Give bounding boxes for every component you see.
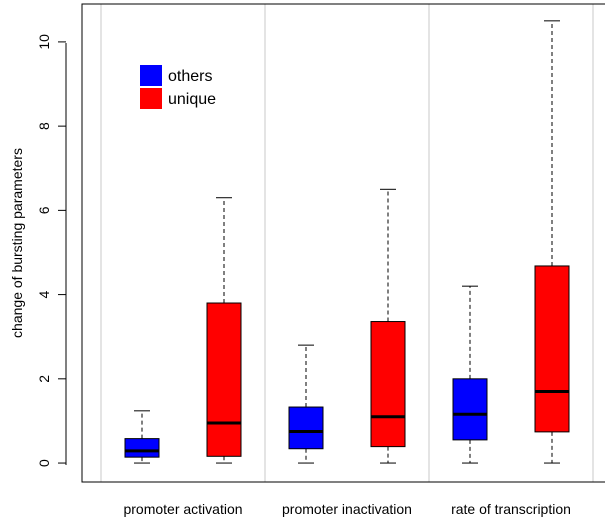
box-body	[124, 438, 160, 458]
y-tick-label-8: 8	[36, 122, 52, 130]
y-tick-label-10: 10	[36, 34, 52, 50]
legend: others unique	[140, 65, 216, 109]
box-unique-0	[206, 197, 242, 464]
category-label-1: promoter inactivation	[282, 501, 412, 517]
y-axis-title: change of bursting parameters	[9, 148, 25, 338]
box-unique-1	[370, 188, 406, 464]
legend-label-others: others	[168, 68, 212, 85]
legend-swatch-unique	[140, 88, 162, 109]
y-ticks: 0 2 4 6 8 10	[36, 34, 66, 467]
plot-frame	[81, 3, 605, 483]
box-series	[124, 20, 570, 464]
y-tick-label-0: 0	[36, 459, 52, 467]
category-label-2: rate of transcription	[451, 501, 571, 517]
category-label-0: promoter activation	[123, 501, 242, 517]
category-labels: promoter activation promoter inactivation…	[123, 501, 570, 517]
box-others-1	[288, 344, 324, 464]
y-tick-label-4: 4	[36, 290, 52, 298]
box-body	[370, 321, 406, 448]
box-body	[206, 302, 242, 457]
y-tick-label-6: 6	[36, 206, 52, 214]
legend-label-unique: unique	[168, 91, 216, 108]
box-others-2	[452, 285, 488, 464]
box-unique-2	[534, 20, 570, 464]
box-body	[288, 406, 324, 450]
box-others-0	[124, 410, 160, 464]
legend-swatch-others	[140, 65, 162, 86]
group-separators	[100, 4, 594, 482]
box-body	[534, 265, 570, 433]
y-tick-label-2: 2	[36, 375, 52, 383]
box-body	[452, 378, 488, 441]
